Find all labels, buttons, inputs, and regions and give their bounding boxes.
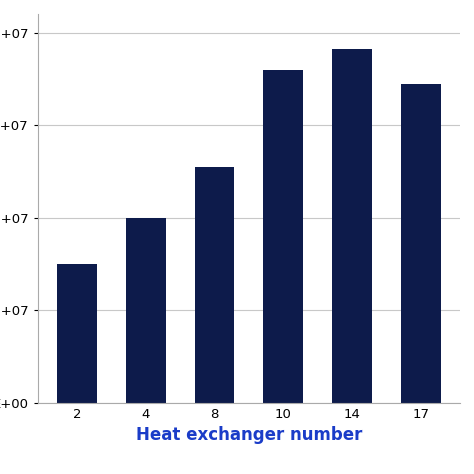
- Bar: [57, 264, 97, 403]
- Bar: [263, 70, 303, 403]
- X-axis label: Heat exchanger number: Heat exchanger number: [136, 426, 362, 444]
- Bar: [332, 49, 372, 403]
- Bar: [194, 167, 235, 403]
- Bar: [126, 218, 166, 403]
- Bar: [401, 83, 441, 403]
